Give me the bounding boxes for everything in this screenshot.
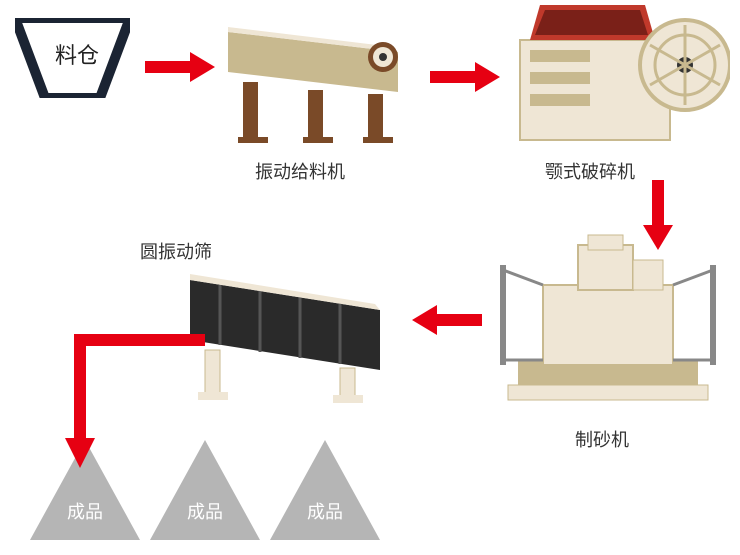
arrow-hopper-to-feeder bbox=[145, 52, 215, 87]
vibrating-feeder bbox=[218, 22, 408, 157]
arrow-jaw-to-sand bbox=[643, 180, 673, 255]
product-label: 成品 bbox=[150, 498, 260, 524]
screen-label: 圆振动筛 bbox=[140, 238, 212, 264]
product-label: 成品 bbox=[270, 498, 380, 524]
hopper: 料仓 bbox=[15, 18, 125, 88]
jaw-crusher-icon bbox=[505, 0, 730, 150]
sand-maker bbox=[488, 230, 723, 415]
feeder-label: 振动给料机 bbox=[255, 158, 345, 184]
arrow-sand-to-screen bbox=[412, 305, 482, 340]
sand-maker-label: 制砂机 bbox=[575, 426, 629, 452]
feeder-icon bbox=[218, 22, 408, 152]
jaw-crusher-label: 颚式破碎机 bbox=[545, 158, 635, 184]
product-triangle: 成品 bbox=[270, 440, 380, 540]
sand-maker-icon bbox=[488, 230, 723, 410]
jaw-crusher bbox=[505, 0, 730, 155]
product-label: 成品 bbox=[30, 498, 140, 524]
arrow-screen-to-product bbox=[55, 330, 215, 485]
hopper-label: 料仓 bbox=[55, 38, 99, 70]
arrow-feeder-to-jaw bbox=[430, 62, 500, 97]
